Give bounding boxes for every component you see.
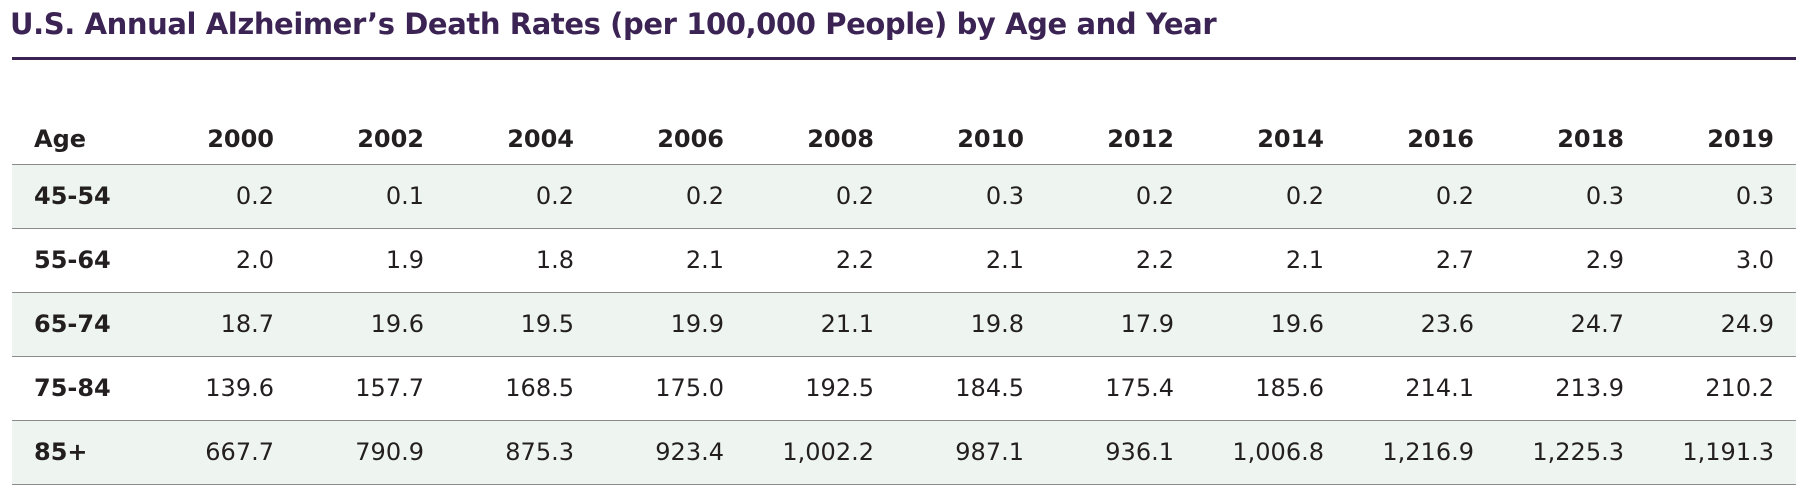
rate-cell: 23.6 bbox=[1346, 292, 1496, 357]
rate-cell: 2.2 bbox=[1046, 228, 1196, 293]
age-column-header: Age bbox=[12, 101, 146, 165]
year-header: 2018 bbox=[1496, 101, 1646, 165]
age-group-cell: 55-64 bbox=[12, 228, 146, 293]
rate-cell: 0.2 bbox=[1046, 164, 1196, 229]
year-header: 2010 bbox=[896, 101, 1046, 165]
rate-cell: 0.2 bbox=[1346, 164, 1496, 229]
rate-cell: 19.8 bbox=[896, 292, 1046, 357]
death-rates-table: Age 2000 2002 2004 2006 2008 2010 2012 2… bbox=[12, 101, 1796, 485]
rate-cell: 17.9 bbox=[1046, 292, 1196, 357]
rate-cell: 2.1 bbox=[596, 228, 746, 293]
rate-cell: 184.5 bbox=[896, 356, 1046, 421]
rate-cell: 923.4 bbox=[596, 420, 746, 485]
rate-cell: 24.7 bbox=[1496, 292, 1646, 357]
rate-cell: 139.6 bbox=[146, 356, 296, 421]
rate-cell: 19.9 bbox=[596, 292, 746, 357]
rate-cell: 1,006.8 bbox=[1196, 420, 1346, 485]
rate-cell: 175.0 bbox=[596, 356, 746, 421]
year-header: 2008 bbox=[746, 101, 896, 165]
header-row: Age 2000 2002 2004 2006 2008 2010 2012 2… bbox=[12, 101, 1796, 165]
rate-cell: 936.1 bbox=[1046, 420, 1196, 485]
rate-cell: 185.6 bbox=[1196, 356, 1346, 421]
rate-cell: 1.8 bbox=[446, 228, 596, 293]
year-header: 2016 bbox=[1346, 101, 1496, 165]
rate-cell: 21.1 bbox=[746, 292, 896, 357]
table-row: 85+ 667.7 790.9 875.3 923.4 1,002.2 987.… bbox=[12, 420, 1796, 485]
rate-cell: 667.7 bbox=[146, 420, 296, 485]
rate-cell: 2.7 bbox=[1346, 228, 1496, 293]
rate-cell: 214.1 bbox=[1346, 356, 1496, 421]
age-group-cell: 75-84 bbox=[12, 356, 146, 421]
rate-cell: 18.7 bbox=[146, 292, 296, 357]
rate-cell: 0.2 bbox=[446, 164, 596, 229]
age-group-cell: 65-74 bbox=[12, 292, 146, 357]
rate-cell: 2.1 bbox=[896, 228, 1046, 293]
rate-cell: 2.1 bbox=[1196, 228, 1346, 293]
rate-cell: 168.5 bbox=[446, 356, 596, 421]
rate-cell: 1,002.2 bbox=[746, 420, 896, 485]
table-row: 75-84 139.6 157.7 168.5 175.0 192.5 184.… bbox=[12, 356, 1796, 421]
rate-cell: 0.3 bbox=[1646, 164, 1796, 229]
rate-cell: 3.0 bbox=[1646, 228, 1796, 293]
rate-cell: 0.2 bbox=[596, 164, 746, 229]
year-header: 2002 bbox=[296, 101, 446, 165]
rate-cell: 0.2 bbox=[746, 164, 896, 229]
rate-cell: 19.5 bbox=[446, 292, 596, 357]
rate-cell: 0.3 bbox=[1496, 164, 1646, 229]
rate-cell: 0.3 bbox=[896, 164, 1046, 229]
rate-cell: 192.5 bbox=[746, 356, 896, 421]
table-title: U.S. Annual Alzheimer’s Death Rates (per… bbox=[10, 7, 1217, 41]
rate-cell: 2.9 bbox=[1496, 228, 1646, 293]
rate-cell: 0.2 bbox=[1196, 164, 1346, 229]
rate-cell: 1,191.3 bbox=[1646, 420, 1796, 485]
rate-cell: 1,225.3 bbox=[1496, 420, 1646, 485]
year-header: 2019 bbox=[1646, 101, 1796, 165]
year-header: 2006 bbox=[596, 101, 746, 165]
rate-cell: 1,216.9 bbox=[1346, 420, 1496, 485]
rate-cell: 0.1 bbox=[296, 164, 446, 229]
table-row: 65-74 18.7 19.6 19.5 19.9 21.1 19.8 17.9… bbox=[12, 292, 1796, 357]
age-group-cell: 45-54 bbox=[12, 164, 146, 229]
title-divider bbox=[12, 57, 1796, 60]
table-row: 55-64 2.0 1.9 1.8 2.1 2.2 2.1 2.2 2.1 2.… bbox=[12, 228, 1796, 293]
year-header: 2014 bbox=[1196, 101, 1346, 165]
year-header: 2000 bbox=[146, 101, 296, 165]
rate-cell: 2.2 bbox=[746, 228, 896, 293]
rate-cell: 875.3 bbox=[446, 420, 596, 485]
rate-cell: 19.6 bbox=[1196, 292, 1346, 357]
year-header: 2004 bbox=[446, 101, 596, 165]
year-header: 2012 bbox=[1046, 101, 1196, 165]
rate-cell: 2.0 bbox=[146, 228, 296, 293]
rate-cell: 987.1 bbox=[896, 420, 1046, 485]
rate-cell: 24.9 bbox=[1646, 292, 1796, 357]
rate-cell: 1.9 bbox=[296, 228, 446, 293]
rate-cell: 19.6 bbox=[296, 292, 446, 357]
rate-cell: 0.2 bbox=[146, 164, 296, 229]
rate-cell: 790.9 bbox=[296, 420, 446, 485]
table-row: 45-54 0.2 0.1 0.2 0.2 0.2 0.3 0.2 0.2 0.… bbox=[12, 164, 1796, 229]
rate-cell: 157.7 bbox=[296, 356, 446, 421]
rate-cell: 213.9 bbox=[1496, 356, 1646, 421]
age-group-cell: 85+ bbox=[12, 420, 146, 485]
rate-cell: 175.4 bbox=[1046, 356, 1196, 421]
rate-cell: 210.2 bbox=[1646, 356, 1796, 421]
